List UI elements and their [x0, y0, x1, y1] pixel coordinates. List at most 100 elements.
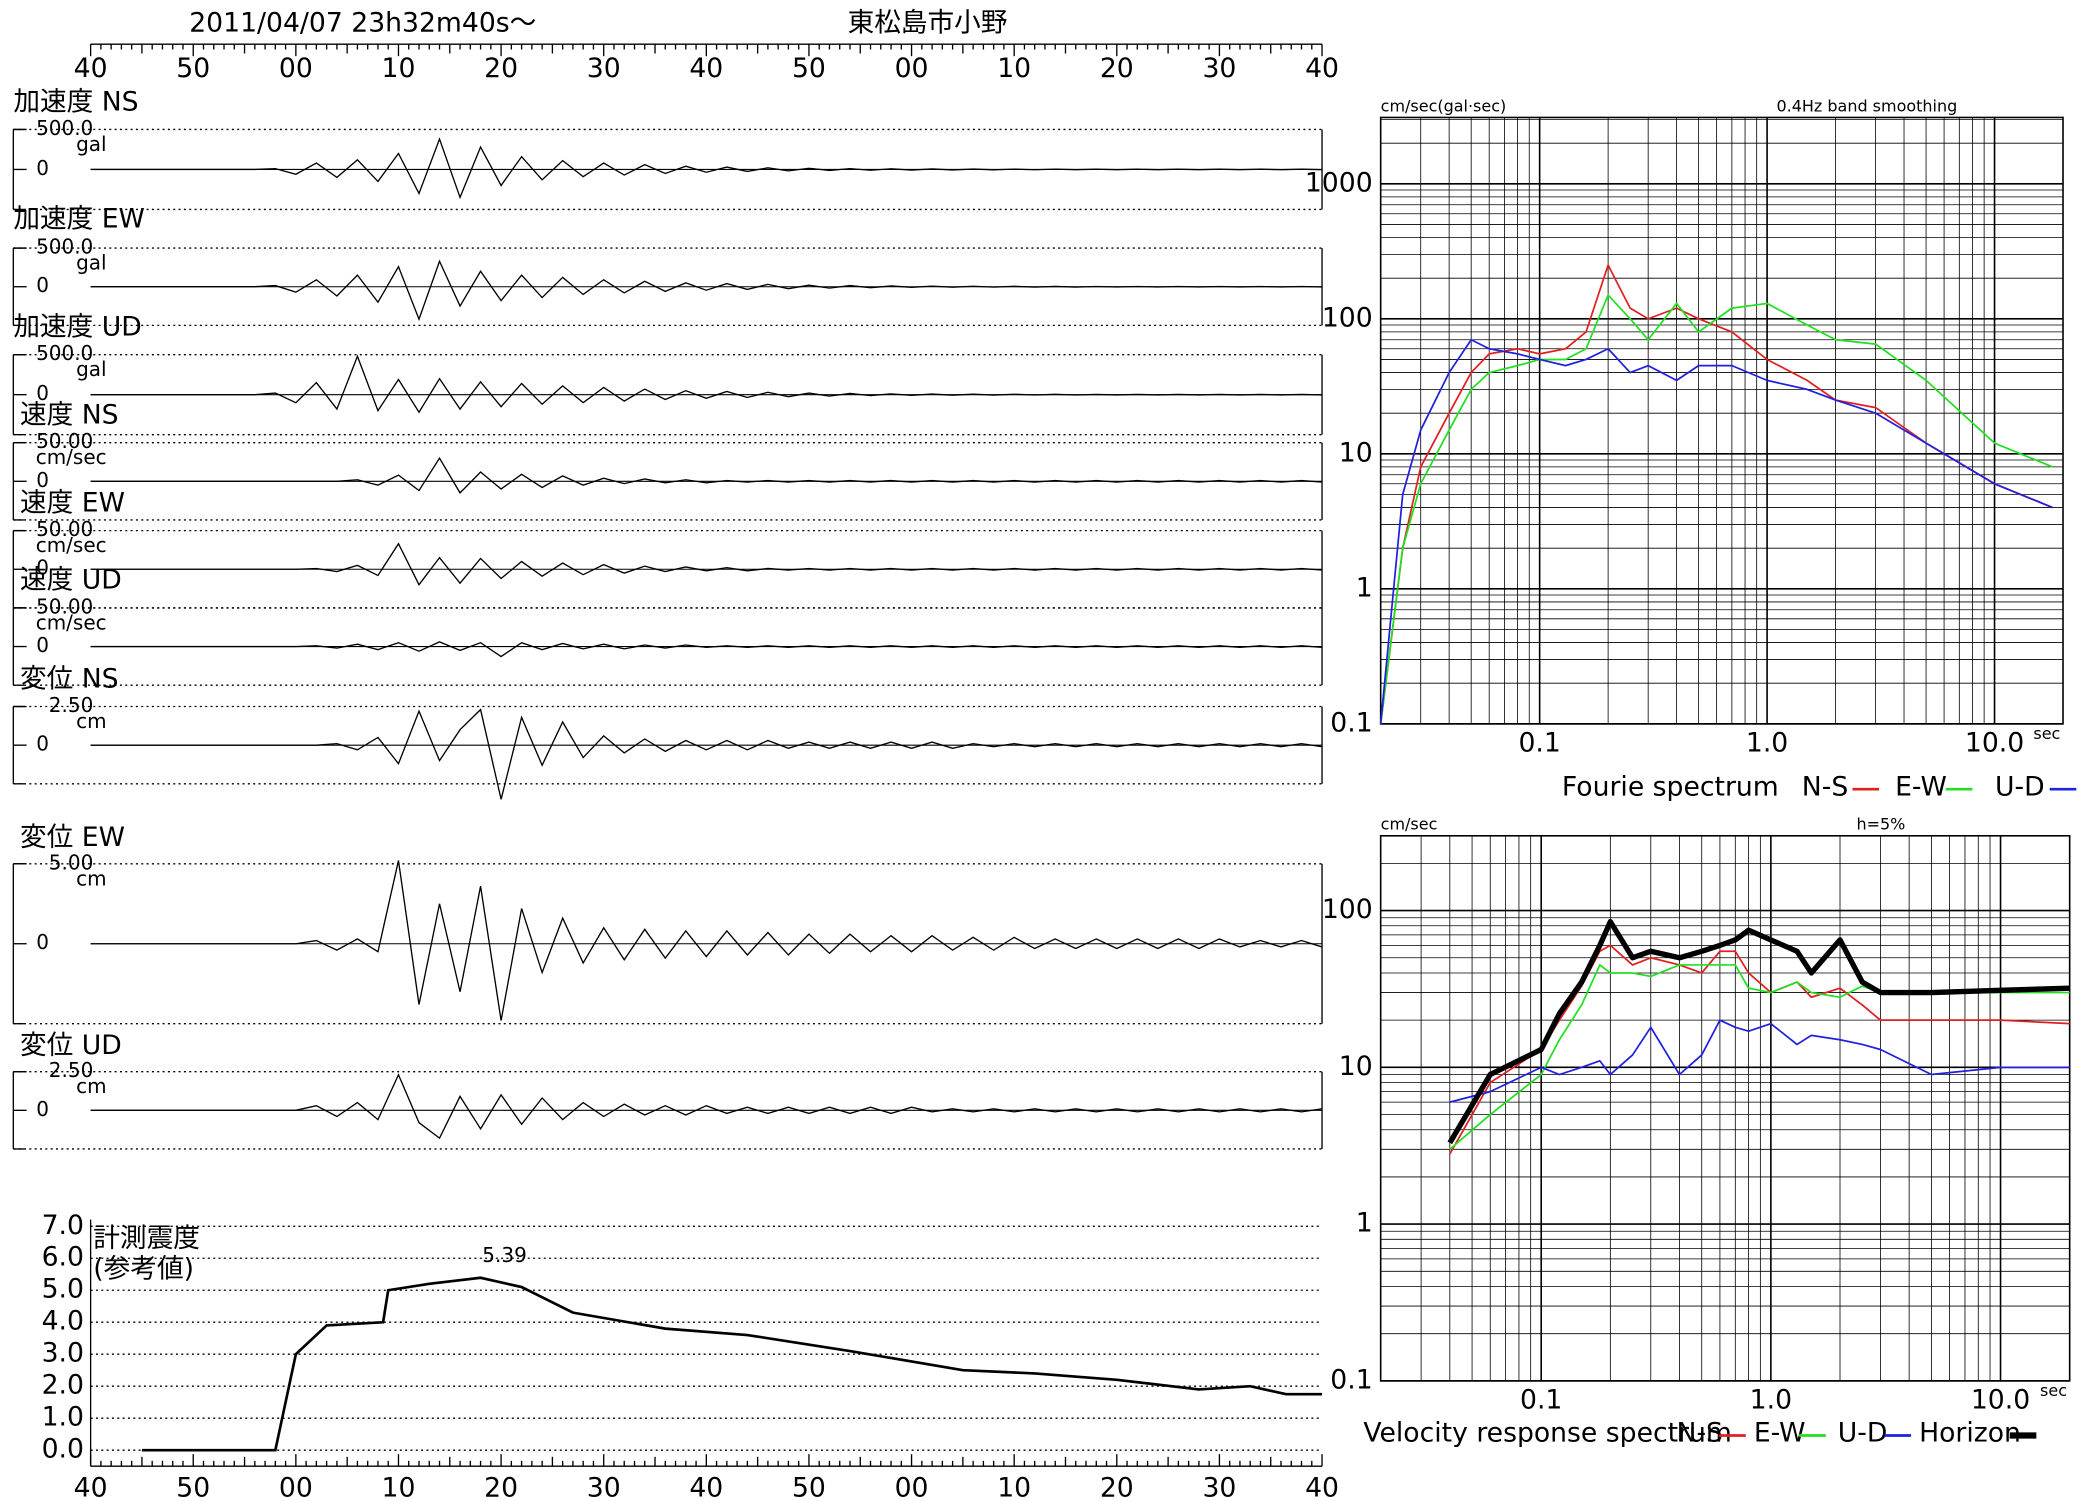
panel-tick-label: 0	[36, 930, 49, 954]
waveform	[90, 137, 1323, 200]
panel-title: 加速度 EW	[13, 204, 145, 235]
y-tick-label: 5.0	[42, 1274, 84, 1305]
time-tick-label: 50	[176, 53, 210, 84]
panel-tick-label: 2.50	[49, 693, 94, 717]
y-tick-label: 2.0	[42, 1370, 84, 1401]
panel-unit: cm/sec	[36, 610, 107, 634]
panel-tick-label: 5.00	[49, 850, 94, 874]
waveform	[90, 641, 1323, 658]
time-tick-label: 50	[792, 53, 826, 84]
y-tick-label: 0.0	[42, 1434, 84, 1465]
chart-note: h=5%	[1856, 815, 1905, 834]
y-tick-label: 10	[1339, 1051, 1373, 1082]
time-tick-label: 20	[1100, 1472, 1134, 1501]
time-tick-label: 00	[895, 53, 929, 84]
panel-tick-label: 50.00	[36, 517, 93, 541]
spectrum-line	[1379, 264, 2053, 724]
waveform	[90, 354, 1323, 414]
time-tick-label: 00	[279, 1472, 313, 1501]
panel-tick-label: 50.00	[36, 429, 93, 453]
panel-tick-label: 500.0	[36, 341, 93, 365]
time-tick-label: 50	[176, 1472, 210, 1501]
panel-tick-label: 500.0	[36, 235, 93, 259]
plot-frame	[1379, 116, 2064, 725]
time-tick-label: 40	[1305, 1472, 1339, 1501]
panel-tick-label: 0	[36, 556, 49, 580]
plot-frame	[1379, 834, 2071, 1382]
y-axis-label: cm/sec(gal·sec)	[1381, 96, 1507, 115]
spectrum-line	[1379, 338, 2053, 724]
panel-tick-label: 0	[36, 273, 49, 297]
time-tick-label: 40	[689, 1472, 723, 1501]
time-tick-label: 10	[382, 1472, 416, 1501]
chart-note: 0.4Hz band smoothing	[1776, 96, 1957, 115]
panel-unit: cm	[76, 709, 106, 733]
panel-tick-label: 0	[36, 633, 49, 657]
panel-unit: cm/sec	[36, 533, 107, 557]
waveform	[90, 1073, 1323, 1140]
waveform	[90, 456, 1323, 494]
time-tick-label: 30	[1202, 53, 1236, 84]
peak-annotation: 5.39	[482, 1243, 527, 1267]
legend-label: U-D	[1995, 771, 2045, 802]
panel-tick-label: 0	[36, 468, 49, 492]
y-tick-label: 1000	[1305, 167, 1373, 198]
panel-title: 変位 UD	[20, 1030, 122, 1061]
intensity-subtitle: (参考値)	[93, 1254, 194, 1285]
y-tick-label: 7.0	[42, 1210, 84, 1241]
time-tick-label: 40	[74, 1472, 108, 1501]
y-tick-label: 1	[1356, 1208, 1373, 1239]
intensity-title: 計測震度	[93, 1223, 200, 1254]
time-tick-label: 30	[587, 53, 621, 84]
y-tick-label: 1	[1356, 572, 1373, 603]
x-tick-label: 10.0	[1965, 727, 2024, 758]
panel-tick-label: 500.0	[36, 116, 93, 140]
legend-label: E-W	[1895, 771, 1947, 802]
y-tick-label: 3.0	[42, 1338, 84, 1369]
panel-title: 速度 EW	[20, 487, 125, 518]
waveform	[90, 259, 1323, 322]
panel-title: 加速度 UD	[13, 312, 141, 343]
panel-tick-label: 0	[36, 381, 49, 405]
panel-title: 速度 NS	[20, 399, 119, 430]
legend-label: E-W	[1754, 1418, 1806, 1449]
panel-title: 変位 EW	[20, 822, 125, 853]
time-tick-label: 40	[689, 53, 723, 84]
legend-caption: Velocity response spectrum	[1363, 1418, 1732, 1449]
legend-label: U-D	[1838, 1418, 1888, 1449]
panel-tick-label: 0	[36, 732, 49, 756]
panel-title: 速度 UD	[20, 565, 122, 596]
time-tick-label: 40	[74, 53, 108, 84]
spectrum-line	[1449, 944, 2070, 1155]
time-tick-label: 30	[587, 1472, 621, 1501]
time-tick-label: 10	[382, 53, 416, 84]
station-name: 東松島市小野	[848, 8, 1008, 39]
time-tick-label: 50	[792, 1472, 826, 1501]
spectrum-line	[1379, 294, 2053, 724]
y-tick-label: 10	[1339, 437, 1373, 468]
time-tick-label: 40	[1305, 53, 1339, 84]
time-tick-label: 00	[279, 53, 313, 84]
time-tick-label: 30	[1202, 1472, 1236, 1501]
x-tick-label: 10.0	[1971, 1384, 2030, 1415]
record-datetime: 2011/04/07 23h32m40s〜	[189, 8, 536, 39]
y-tick-label: 1.0	[42, 1402, 84, 1433]
waveform	[90, 708, 1323, 800]
y-tick-label: 4.0	[42, 1306, 84, 1337]
panel-unit: cm	[76, 866, 106, 890]
legend-label: N-S	[1677, 1418, 1723, 1449]
time-tick-label: 20	[484, 53, 518, 84]
panel-tick-label: 2.50	[49, 1058, 94, 1082]
panel-unit: gal	[76, 357, 106, 381]
x-tick-label: 1.0	[1746, 727, 1788, 758]
time-tick-label: 10	[997, 1472, 1031, 1501]
y-tick-label: 6.0	[42, 1242, 84, 1273]
panel-unit: gal	[76, 132, 106, 156]
x-axis-unit: sec	[2040, 1381, 2067, 1400]
y-axis-label: cm/sec	[1381, 815, 1438, 834]
legend-caption: Fourie spectrum	[1562, 771, 1779, 802]
